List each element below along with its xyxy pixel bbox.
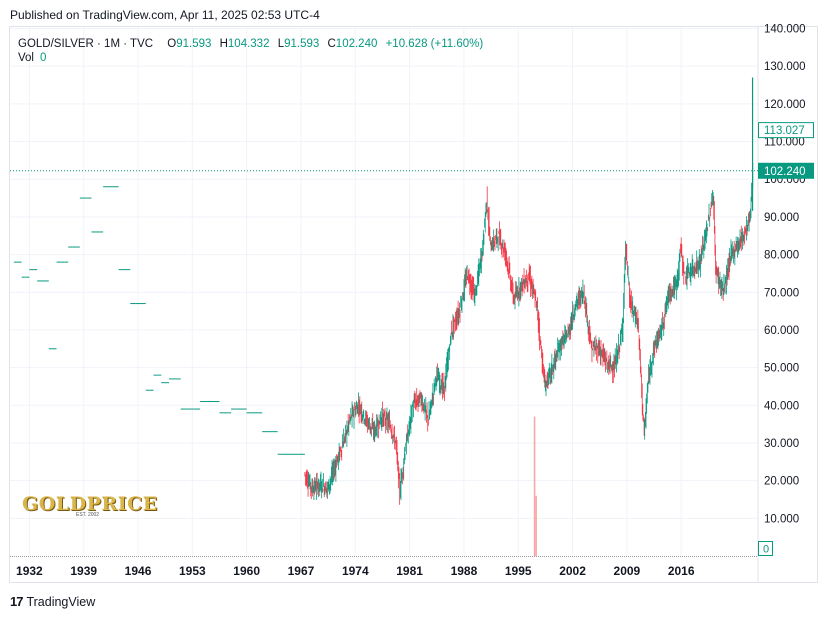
open-label: O xyxy=(167,38,177,50)
x-tick-label: 1953 xyxy=(179,564,206,578)
published-note: Published on TradingView.com, Apr 11, 20… xyxy=(10,8,320,22)
last-price-label: 102.240 xyxy=(764,166,806,178)
volume-legend[interactable]: Vol 0 xyxy=(18,52,46,64)
time-axis[interactable]: 1932 1939 1946 1953 1960 1967 1974 1981 1988 1995… xyxy=(16,564,695,578)
y-tick-label: 110.000 xyxy=(764,137,805,149)
y-tick-label: 90.000 xyxy=(764,212,799,224)
goldprice-logo-est: EST. 2002 xyxy=(76,512,100,518)
y-tick-label: 40.000 xyxy=(764,400,799,412)
x-tick-label: 1988 xyxy=(451,564,478,578)
x-tick-label: 1981 xyxy=(396,564,423,578)
volume-bar xyxy=(535,495,537,556)
high-value: 104.332 xyxy=(227,38,270,50)
x-tick-label: 2002 xyxy=(559,564,586,578)
grid-lines xyxy=(10,27,759,583)
x-tick-label: 1932 xyxy=(16,564,43,578)
y-tick-label: 30.000 xyxy=(764,438,799,450)
price-marker-tag xyxy=(758,122,814,139)
tradingview-logo-icon: 17 xyxy=(10,594,24,609)
goldprice-logo: GOLDPRICE EST. 2002 xyxy=(22,493,158,519)
price-axis[interactable]: 10.000 20.000 30.000 40.000 50.000 60.000 70.0… xyxy=(758,24,814,556)
y-tick-label: 10.000 xyxy=(764,513,799,525)
close-value: 102.240 xyxy=(335,38,378,50)
x-tick-label: 1974 xyxy=(342,564,369,578)
chart-frame[interactable] xyxy=(9,26,818,583)
y-tick-label: 70.000 xyxy=(764,287,799,299)
symbol-legend[interactable]: GOLD/SILVER · 1M · TVC O91.593 H104.332 … xyxy=(18,36,483,52)
goldprice-logo-word: GOLDPRICE xyxy=(22,493,158,515)
low-value: 91.593 xyxy=(284,38,320,50)
volume-tag xyxy=(758,541,773,556)
volume-bars xyxy=(533,416,537,556)
y-tick-label: 50.000 xyxy=(764,363,799,375)
x-tick-label: 1939 xyxy=(70,564,97,578)
y-tick-label: 120.000 xyxy=(764,99,806,111)
last-price-tag xyxy=(758,162,814,179)
y-tick-label: 130.000 xyxy=(764,61,806,73)
low-label: L xyxy=(277,38,285,50)
footer-brand[interactable]: 17 TradingView xyxy=(10,594,95,609)
y-tick-label: 60.000 xyxy=(764,325,799,337)
x-tick-label: 1995 xyxy=(505,564,532,578)
open-value: 91.593 xyxy=(176,38,212,50)
y-tick-label: 20.000 xyxy=(764,476,799,488)
x-tick-label: 2009 xyxy=(614,564,641,578)
change-value: +10.628 (+11.60%) xyxy=(385,38,484,50)
volume-label: Vol xyxy=(18,52,34,64)
candles xyxy=(13,77,754,505)
symbol-name[interactable]: GOLD/SILVER · 1M · TVC xyxy=(18,38,154,50)
x-tick-label: 1960 xyxy=(233,564,260,578)
y-tick-label: 140.000 xyxy=(764,24,806,36)
price-marker-label: 113.027 xyxy=(764,125,805,137)
volume-bar xyxy=(533,416,536,556)
x-tick-label: 1967 xyxy=(288,564,315,578)
y-tick-label: 80.000 xyxy=(764,250,799,262)
close-label: C xyxy=(327,38,336,50)
volume-tag-label: 0 xyxy=(763,544,769,556)
high-label: H xyxy=(219,38,228,50)
x-tick-label: 2016 xyxy=(668,564,695,578)
tradingview-brand: TradingView xyxy=(26,594,96,609)
x-tick-label: 1946 xyxy=(125,564,152,578)
volume-value: 0 xyxy=(40,52,47,64)
